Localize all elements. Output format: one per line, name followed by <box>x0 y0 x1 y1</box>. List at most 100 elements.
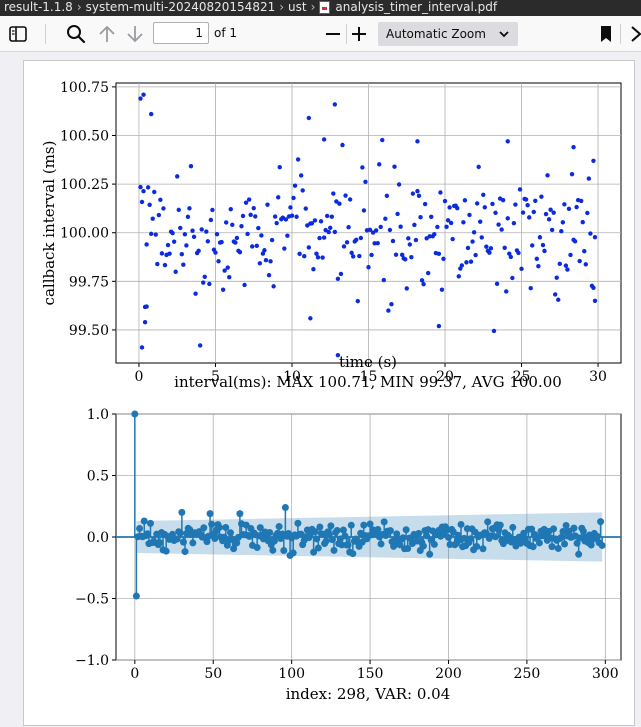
data-point <box>318 219 324 224</box>
data-point <box>383 216 388 221</box>
data-point <box>354 237 359 242</box>
data-point <box>562 202 567 207</box>
breadcrumb-item[interactable]: ust <box>288 0 307 14</box>
stem-marker <box>559 527 567 535</box>
data-point <box>380 137 385 143</box>
data-point <box>484 244 489 249</box>
data-point <box>415 139 420 144</box>
stem-marker <box>330 546 338 554</box>
chart-caption: index: 298, VAR: 0.04 <box>286 685 451 703</box>
tools-button[interactable] <box>626 22 641 46</box>
data-point <box>246 197 252 202</box>
data-point <box>432 232 437 237</box>
data-point <box>464 260 469 265</box>
stem-marker <box>327 522 335 530</box>
data-point <box>548 207 553 212</box>
data-point <box>324 213 330 219</box>
data-point <box>191 234 197 240</box>
breadcrumb-item[interactable]: result-1.1.8 <box>4 0 73 14</box>
zoom-select[interactable]: Automatic Zoom <box>378 22 518 46</box>
data-point <box>167 251 172 256</box>
data-point <box>144 242 149 247</box>
data-point <box>138 96 143 101</box>
stem-marker <box>528 525 536 533</box>
chevron-right-icon: › <box>279 0 285 14</box>
data-point <box>406 236 411 241</box>
data-point <box>142 319 148 325</box>
data-point <box>574 204 579 210</box>
toolbar-separator <box>620 24 621 44</box>
stem-marker <box>597 518 605 526</box>
data-point <box>422 201 428 207</box>
data-point <box>392 164 397 169</box>
bookmark-button[interactable] <box>594 22 618 46</box>
breadcrumb-item[interactable]: system-multi-20240820154821 <box>85 0 276 14</box>
data-point <box>384 193 390 198</box>
data-point <box>332 102 338 107</box>
data-point <box>207 281 212 287</box>
toolbar-separator <box>45 24 46 44</box>
data-point <box>375 241 380 246</box>
stem-marker <box>289 549 297 557</box>
data-point <box>398 224 403 229</box>
zoom-out-button[interactable] <box>321 22 345 46</box>
y-axis-ticks: 99.50 99.75 100.00 100.25 100.50 100.75 <box>60 80 116 339</box>
data-point <box>530 243 535 248</box>
stem-marker <box>562 521 570 529</box>
data-point <box>181 262 186 267</box>
stem-marker <box>314 544 322 552</box>
stem-marker <box>517 539 525 547</box>
stem-marker <box>419 542 427 550</box>
data-point <box>389 301 394 307</box>
zoom-in-button[interactable] <box>347 22 371 46</box>
stem-marker <box>143 530 151 538</box>
data-point <box>306 115 312 121</box>
stem-marker <box>281 503 289 511</box>
data-point <box>413 237 419 243</box>
stem-marker <box>233 539 241 547</box>
data-point <box>239 224 244 229</box>
next-page-button[interactable] <box>123 22 147 46</box>
data-point <box>513 202 518 207</box>
stem-marker <box>216 523 224 531</box>
data-point <box>416 193 422 199</box>
data-point <box>583 262 589 267</box>
data-point <box>223 220 229 225</box>
x-axis-ticks: 0 50 100 150 200 250 300 <box>130 660 619 682</box>
stem-marker <box>496 521 504 529</box>
data-point <box>329 214 334 219</box>
stem-marker <box>131 410 139 418</box>
sidebar-toggle-button[interactable] <box>6 22 30 46</box>
data-point <box>144 304 149 309</box>
data-point <box>412 222 417 228</box>
stem-marker <box>396 541 404 549</box>
data-point <box>403 257 408 262</box>
grid-lines <box>116 83 621 363</box>
data-point <box>295 157 301 162</box>
x-tick-label: 50 <box>204 666 222 682</box>
data-point <box>222 268 227 273</box>
data-point <box>585 210 590 216</box>
data-point <box>294 214 299 219</box>
data-point <box>556 297 561 302</box>
x-tick-label: 15 <box>360 369 378 385</box>
stem-marker <box>253 544 261 552</box>
data-point <box>591 158 596 163</box>
data-point <box>559 229 564 234</box>
data-point <box>534 256 540 262</box>
data-point <box>429 214 434 220</box>
previous-page-button[interactable] <box>95 22 119 46</box>
page-number-input[interactable]: 1 <box>153 22 209 44</box>
data-point <box>338 271 344 277</box>
data-point <box>459 263 465 268</box>
data-point <box>237 249 243 255</box>
data-point <box>366 265 371 270</box>
chevron-right-icon: › <box>76 0 82 14</box>
data-point <box>266 273 272 278</box>
data-point <box>481 192 486 197</box>
bookmark-icon <box>601 26 611 42</box>
stem-marker <box>156 539 164 547</box>
find-button[interactable] <box>64 22 88 46</box>
breadcrumb-item-current[interactable]: analysis_timer_interval.pdf <box>335 0 498 14</box>
data-point <box>292 183 298 188</box>
